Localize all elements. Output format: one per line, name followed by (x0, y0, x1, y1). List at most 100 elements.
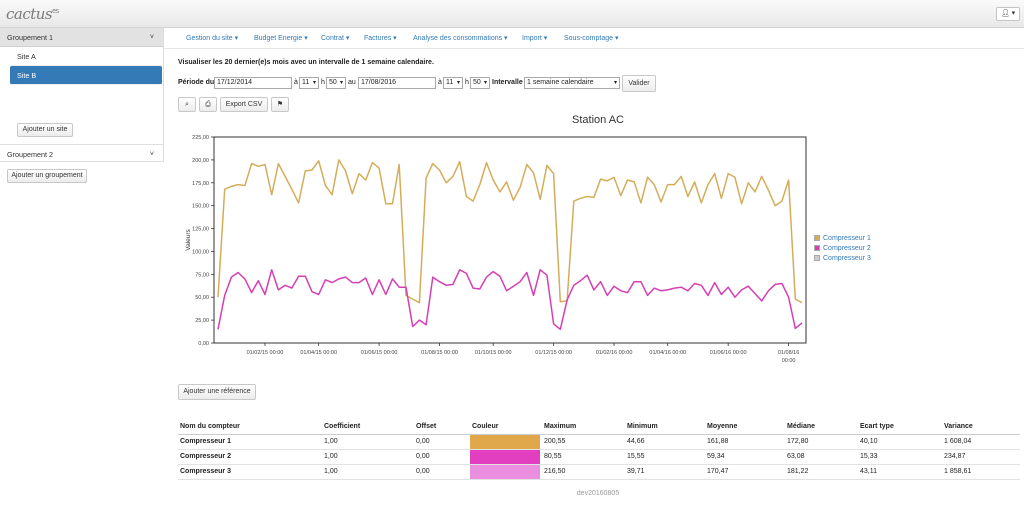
table-row: Compresseur 2 1,00 0,00 80,55 15,55 59,34 63,0… (178, 449, 1020, 465)
start-min-select[interactable]: 50 (326, 77, 346, 89)
col-header: Offset (414, 420, 470, 435)
end-hour-select[interactable]: 11 (443, 77, 463, 89)
intro-text: Visualiser les 20 dernier(e)s mois avec … (178, 59, 434, 66)
cell-min: 15,55 (625, 449, 705, 465)
nav-gestion-site[interactable]: Gestion du site ▾ (186, 35, 239, 42)
user-menu-button[interactable]: 👤︎ ▾ (996, 7, 1020, 21)
print-icon: ⎙ (205, 101, 211, 108)
y-tick-label: 150,00 (192, 204, 209, 210)
group-label: Groupement 2 (7, 150, 53, 159)
sidebar-site-a[interactable]: Site A (10, 47, 162, 66)
nav-contrat[interactable]: Contrat ▾ (321, 35, 350, 42)
nav-factures[interactable]: Factures ▾ (364, 35, 397, 42)
interval-select[interactable]: 1 semaine calendaire (524, 77, 620, 89)
series-line-2 (217, 269, 803, 331)
color-swatch-cell[interactable] (470, 434, 542, 450)
at-text-2: à (438, 79, 442, 86)
cell-med: 181,22 (785, 464, 858, 480)
zoom-icon: ⌕ (185, 101, 189, 108)
x-tick-label: 01/08/15 00:00 (421, 350, 458, 356)
color-swatch[interactable] (470, 464, 540, 479)
top-bar: cactuses 👤︎ ▾ (0, 0, 1024, 28)
col-header: Minimum (625, 420, 705, 435)
col-header: Nom du compteur (178, 420, 322, 435)
legend-item-compresseur-1[interactable]: Compresseur 1 (814, 234, 871, 244)
end-min-select[interactable]: 50 (470, 77, 490, 89)
cell-max: 200,55 (542, 434, 625, 450)
sidebar-group-1[interactable]: Groupement 1 ˅ (0, 28, 163, 47)
start-date-input[interactable]: 17/12/2014 (214, 77, 292, 89)
cell-med: 172,80 (785, 434, 858, 450)
cell-med: 63,08 (785, 449, 858, 465)
sidebar-group-2[interactable]: Groupement 2 ˅ (0, 144, 163, 163)
end-date-input[interactable]: 17/08/2016 (358, 77, 436, 89)
cell-offset: 0,00 (414, 464, 470, 480)
zoom-button[interactable]: ⌕ (178, 97, 196, 112)
add-reference-button[interactable]: Ajouter une référence (178, 384, 256, 400)
col-header: Ecart type (858, 420, 942, 435)
user-icon: 👤︎ (1000, 10, 1010, 17)
add-site-button[interactable]: Ajouter un site (17, 123, 73, 137)
y-tick-label: 75,00 (195, 272, 209, 278)
flag-button[interactable]: ⚑ (271, 97, 289, 112)
interval-label: Intervalle : (492, 79, 528, 86)
nav-analyse-consommations[interactable]: Analyse des consommations ▾ (413, 35, 508, 42)
end-hour-value: 11 (446, 79, 454, 86)
col-header: Couleur (470, 420, 542, 435)
y-tick-label: 100,00 (192, 249, 209, 255)
legend-swatch (814, 245, 820, 251)
table-header-row: Nom du compteur Coefficient Offset Coule… (178, 420, 1020, 435)
color-swatch[interactable] (470, 434, 540, 449)
y-tick-label: 0,00 (198, 341, 209, 347)
start-hour-select[interactable]: 11 (299, 77, 319, 89)
chart-legend: Compresseur 1 Compresseur 2 Compresseur … (814, 234, 871, 264)
legend-item-compresseur-3[interactable]: Compresseur 3 (814, 254, 871, 264)
x-tick-label-date: 01/08/16 (778, 350, 799, 356)
export-csv-button[interactable]: Export CSV (220, 97, 268, 112)
y-tick-label: 175,00 (192, 181, 209, 187)
end-min-value: 50 (473, 79, 481, 86)
x-tick-label: 01/06/15 00:00 (361, 350, 398, 356)
x-tick-label: 01/02/15 00:00 (247, 350, 284, 356)
color-swatch[interactable] (470, 449, 540, 464)
legend-label: Compresseur 3 (823, 255, 871, 262)
x-tick-label: 01/08/16 00:00 (778, 350, 799, 364)
logo[interactable]: cactuses (6, 5, 59, 23)
x-tick-label: 01/06/16 00:00 (710, 350, 747, 356)
cell-std: 40,10 (858, 434, 942, 450)
color-swatch-cell[interactable] (470, 449, 542, 465)
nav-sous-comptage[interactable]: Sous-comptage ▾ (564, 35, 619, 42)
table-row: Compresseur 3 1,00 0,00 216,50 39,71 170,47 18… (178, 464, 1020, 480)
validate-button[interactable]: Valider (622, 75, 656, 92)
col-header: Médiane (785, 420, 858, 435)
interval-value: 1 semaine calendaire (527, 79, 594, 86)
cell-var: 1 608,04 (942, 434, 1020, 450)
cell-coef: 1,00 (322, 434, 414, 450)
series-line-1 (217, 159, 803, 304)
x-tick-label-time: 00:00 (782, 358, 796, 364)
x-tick-label: 01/02/16 00:00 (596, 350, 633, 356)
color-swatch-cell[interactable] (470, 464, 542, 480)
cell-coef: 1,00 (322, 449, 414, 465)
cell-min: 39,71 (625, 464, 705, 480)
sidebar: Groupement 1 ˅ Site A Site B Ajouter un … (0, 28, 164, 183)
y-axis-label: Valeurs (185, 228, 192, 250)
y-tick-label: 25,00 (195, 318, 209, 324)
cell-name: Compresseur 2 (178, 449, 322, 465)
nav-import[interactable]: Import ▾ (522, 35, 548, 42)
cell-std: 43,11 (858, 464, 942, 480)
nav-budget-energie[interactable]: Budget Energie ▾ (254, 35, 308, 42)
x-tick-label: 01/04/15 00:00 (300, 350, 337, 356)
col-header: Moyenne (705, 420, 785, 435)
cell-max: 216,50 (542, 464, 625, 480)
cell-var: 234,87 (942, 449, 1020, 465)
cell-avg: 161,88 (705, 434, 785, 450)
h-text: h (321, 79, 325, 86)
add-group-button[interactable]: Ajouter un groupement (7, 169, 87, 183)
cell-avg: 59,34 (705, 449, 785, 465)
cell-var: 1 858,61 (942, 464, 1020, 480)
sidebar-site-b[interactable]: Site B (10, 66, 162, 85)
cell-max: 80,55 (542, 449, 625, 465)
legend-item-compresseur-2[interactable]: Compresseur 2 (814, 244, 871, 254)
print-button[interactable]: ⎙ (199, 97, 217, 112)
